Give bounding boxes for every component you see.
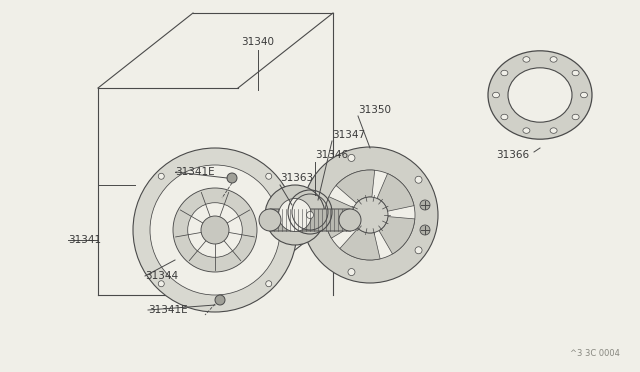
Circle shape	[339, 209, 361, 231]
Text: 31340: 31340	[241, 37, 275, 47]
Text: 31363: 31363	[280, 173, 313, 183]
Text: 31350: 31350	[358, 105, 391, 115]
Circle shape	[158, 173, 164, 179]
Circle shape	[348, 269, 355, 276]
Wedge shape	[325, 197, 355, 238]
Text: 31346: 31346	[315, 150, 348, 160]
Circle shape	[133, 148, 297, 312]
Circle shape	[158, 281, 164, 287]
Circle shape	[173, 188, 257, 272]
Wedge shape	[377, 174, 414, 211]
Circle shape	[188, 203, 243, 257]
Ellipse shape	[550, 57, 557, 62]
Text: 31366: 31366	[497, 150, 529, 160]
Text: 31341E: 31341E	[175, 167, 214, 177]
Circle shape	[348, 154, 355, 161]
Ellipse shape	[488, 51, 592, 139]
Circle shape	[278, 199, 312, 231]
Ellipse shape	[572, 70, 579, 76]
Ellipse shape	[501, 114, 508, 120]
Ellipse shape	[493, 92, 499, 98]
Circle shape	[325, 170, 415, 260]
Ellipse shape	[572, 114, 579, 120]
Circle shape	[266, 173, 272, 179]
Circle shape	[178, 213, 248, 283]
Ellipse shape	[523, 57, 530, 62]
Circle shape	[266, 281, 272, 287]
Text: 31341E: 31341E	[148, 305, 188, 315]
Ellipse shape	[523, 128, 530, 133]
Ellipse shape	[501, 70, 508, 76]
Ellipse shape	[508, 68, 572, 122]
Circle shape	[302, 147, 438, 283]
Text: ^3 3C 0004: ^3 3C 0004	[570, 349, 620, 358]
Circle shape	[420, 200, 430, 210]
Text: 31347: 31347	[332, 130, 365, 140]
Circle shape	[227, 173, 237, 183]
Circle shape	[415, 247, 422, 254]
Text: 31344: 31344	[145, 271, 178, 281]
Circle shape	[215, 295, 225, 305]
Wedge shape	[340, 228, 380, 260]
Circle shape	[265, 185, 325, 245]
Wedge shape	[379, 217, 415, 254]
Text: 31341: 31341	[68, 235, 101, 245]
Circle shape	[259, 209, 281, 231]
FancyBboxPatch shape	[270, 209, 350, 231]
Circle shape	[201, 216, 229, 244]
Circle shape	[150, 165, 280, 295]
Circle shape	[420, 225, 430, 235]
Ellipse shape	[580, 92, 588, 98]
Circle shape	[415, 176, 422, 183]
Circle shape	[352, 197, 388, 233]
Circle shape	[307, 212, 314, 218]
Circle shape	[163, 198, 263, 298]
Ellipse shape	[550, 128, 557, 133]
Wedge shape	[336, 170, 374, 203]
